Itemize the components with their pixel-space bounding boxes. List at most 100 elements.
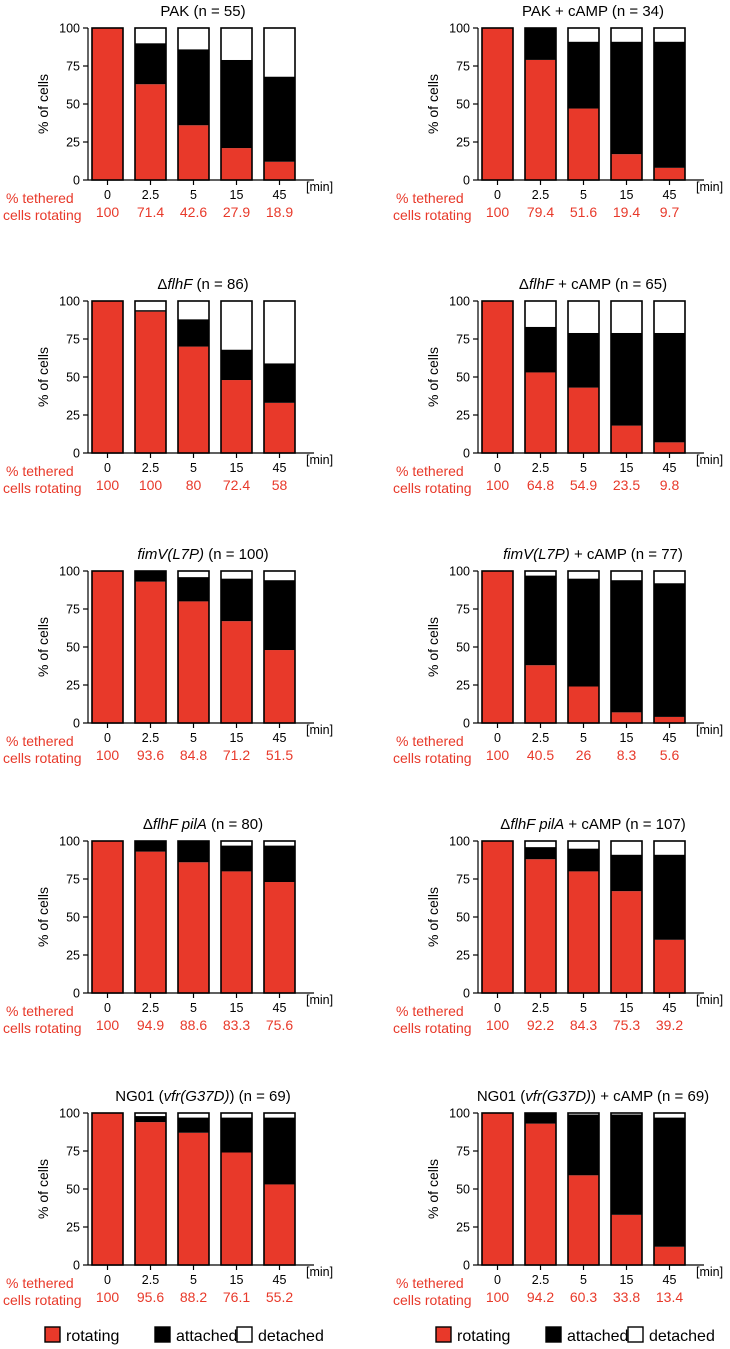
x-tick-label: 2.5: [532, 1273, 549, 1287]
bar-segment-rotating: [135, 581, 166, 723]
percent-rotating-value: 55.2: [266, 1289, 293, 1305]
y-axis-label: % of cells: [425, 617, 441, 677]
legend-swatch-rotating: [435, 1326, 452, 1343]
bar-segment-detached: [654, 571, 685, 584]
percent-rotating-value: 76.1: [223, 1289, 250, 1305]
bar-segment-rotating: [135, 84, 166, 180]
bar-segment-attached: [654, 41, 685, 168]
y-tick-label: 25: [66, 679, 80, 693]
x-tick-label: 5: [580, 1001, 587, 1015]
panel-title: ΔflhF + cAMP (n = 65): [519, 276, 667, 293]
bar-segment-rotating: [568, 387, 599, 453]
y-tick-label: 75: [66, 60, 80, 74]
bar-segment-detached: [611, 301, 642, 333]
x-tick-label: 45: [663, 731, 677, 745]
bar-segment-rotating: [178, 125, 209, 180]
bar-segment-detached: [264, 841, 295, 846]
bar-segment-attached: [525, 1113, 556, 1124]
panel-title: ΔflhF pilA + cAMP (n = 107): [500, 816, 685, 833]
bar-segment-attached: [654, 583, 685, 717]
bar-segment-rotating: [264, 402, 295, 453]
bar-segment-rotating: [482, 301, 513, 453]
chart-panel-3: ΔflhF (n = 86) % of cells 0 25 50 75 100 0 100 2.…: [3, 276, 333, 496]
chart-panel-6: fimV(L7P) + cAMP (n = 77)% of cells02550…: [393, 546, 723, 766]
y-tick-label: 50: [66, 911, 80, 925]
y-tick-label: 50: [456, 371, 470, 385]
row-label-line1: % tethered: [396, 463, 464, 479]
bar-segment-detached: [525, 301, 556, 327]
bar-segment-detached: [568, 28, 599, 42]
percent-rotating-value: 33.8: [613, 1289, 640, 1305]
y-tick-label: 0: [73, 447, 80, 461]
bar-segment-attached: [135, 310, 166, 312]
y-tick-label: 25: [66, 409, 80, 423]
y-axis-label: % of cells: [425, 74, 441, 134]
bar-segment-attached: [611, 580, 642, 713]
bar-segment-rotating: [525, 1123, 556, 1265]
y-tick-label: 50: [66, 98, 80, 112]
bar-segment-rotating: [178, 346, 209, 453]
x-tick-label: 45: [663, 1001, 677, 1015]
x-tick-label: 45: [273, 188, 287, 202]
y-tick-label: 0: [73, 1259, 80, 1273]
y-tick-label: 100: [59, 835, 80, 849]
bar-segment-rotating: [525, 859, 556, 993]
panel-title: fimV(L7P) + cAMP (n = 77): [503, 546, 683, 563]
percent-rotating-value: 26: [576, 747, 592, 763]
percent-rotating-value: 100: [96, 747, 120, 763]
row-label-line1: % tethered: [396, 190, 464, 206]
bar-segment-rotating: [568, 871, 599, 993]
bar-segment-attached: [178, 49, 209, 126]
y-tick-label: 0: [463, 987, 470, 1001]
bar-segment-attached: [264, 363, 295, 403]
x-tick-label: 45: [663, 461, 677, 475]
legend-2: rotating attached detached: [435, 1326, 715, 1345]
bar-segment-attached: [135, 571, 166, 582]
bar-segment-detached: [264, 1113, 295, 1118]
x-axis-unit-label: [min]: [306, 180, 333, 194]
bar-segment-detached: [568, 571, 599, 579]
percent-rotating-value: 51.5: [266, 747, 293, 763]
x-tick-label: 15: [620, 1273, 634, 1287]
bar-segment-detached: [178, 571, 209, 578]
legend-label-rotating: rotating: [66, 1328, 119, 1345]
x-tick-label: 0: [494, 1273, 501, 1287]
y-tick-label: 100: [449, 295, 470, 309]
panel-title: PAK (n = 55): [160, 3, 245, 20]
bar-segment-detached: [178, 1113, 209, 1118]
percent-rotating-value: 64.8: [527, 477, 554, 493]
y-tick-label: 0: [463, 174, 470, 188]
y-tick-label: 100: [59, 565, 80, 579]
x-tick-label: 45: [663, 188, 677, 202]
y-tick-label: 75: [66, 873, 80, 887]
x-tick-label: 2.5: [142, 1001, 159, 1015]
bar-segment-attached: [178, 319, 209, 347]
percent-rotating-value: 60.3: [570, 1289, 597, 1305]
panel-title: NG01 (vfr(G37D)) + cAMP (n = 69): [477, 1088, 709, 1105]
bar-segment-detached: [221, 1113, 252, 1118]
x-tick-label: 5: [580, 1273, 587, 1287]
row-label-line1: % tethered: [396, 1003, 464, 1019]
bar-segment-attached: [264, 845, 295, 883]
y-tick-label: 100: [449, 835, 470, 849]
x-tick-label: 0: [494, 461, 501, 475]
percent-rotating-value: 100: [96, 1017, 120, 1033]
bar-segment-attached: [525, 847, 556, 860]
bar-segment-detached: [525, 841, 556, 848]
bar-segment-rotating: [92, 28, 123, 180]
bar-segment-detached: [654, 28, 685, 42]
bar-segment-rotating: [525, 59, 556, 180]
bar-segment-rotating: [264, 882, 295, 993]
percent-rotating-value: 93.6: [137, 747, 164, 763]
x-tick-label: 15: [230, 461, 244, 475]
row-label-line1: % tethered: [6, 190, 74, 206]
bar-segment-detached: [264, 301, 295, 364]
row-label-line2: cells rotating: [393, 480, 472, 496]
chart-panel-10: NG01 (vfr(G37D)) + cAMP (n = 69) % of cel…: [393, 1088, 723, 1308]
percent-rotating-value: 84.3: [570, 1017, 597, 1033]
percent-rotating-value: 54.9: [570, 477, 597, 493]
percent-rotating-value: 83.3: [223, 1017, 250, 1033]
x-tick-label: 0: [104, 1273, 111, 1287]
bar-segment-detached: [568, 301, 599, 333]
x-tick-label: 0: [104, 731, 111, 745]
